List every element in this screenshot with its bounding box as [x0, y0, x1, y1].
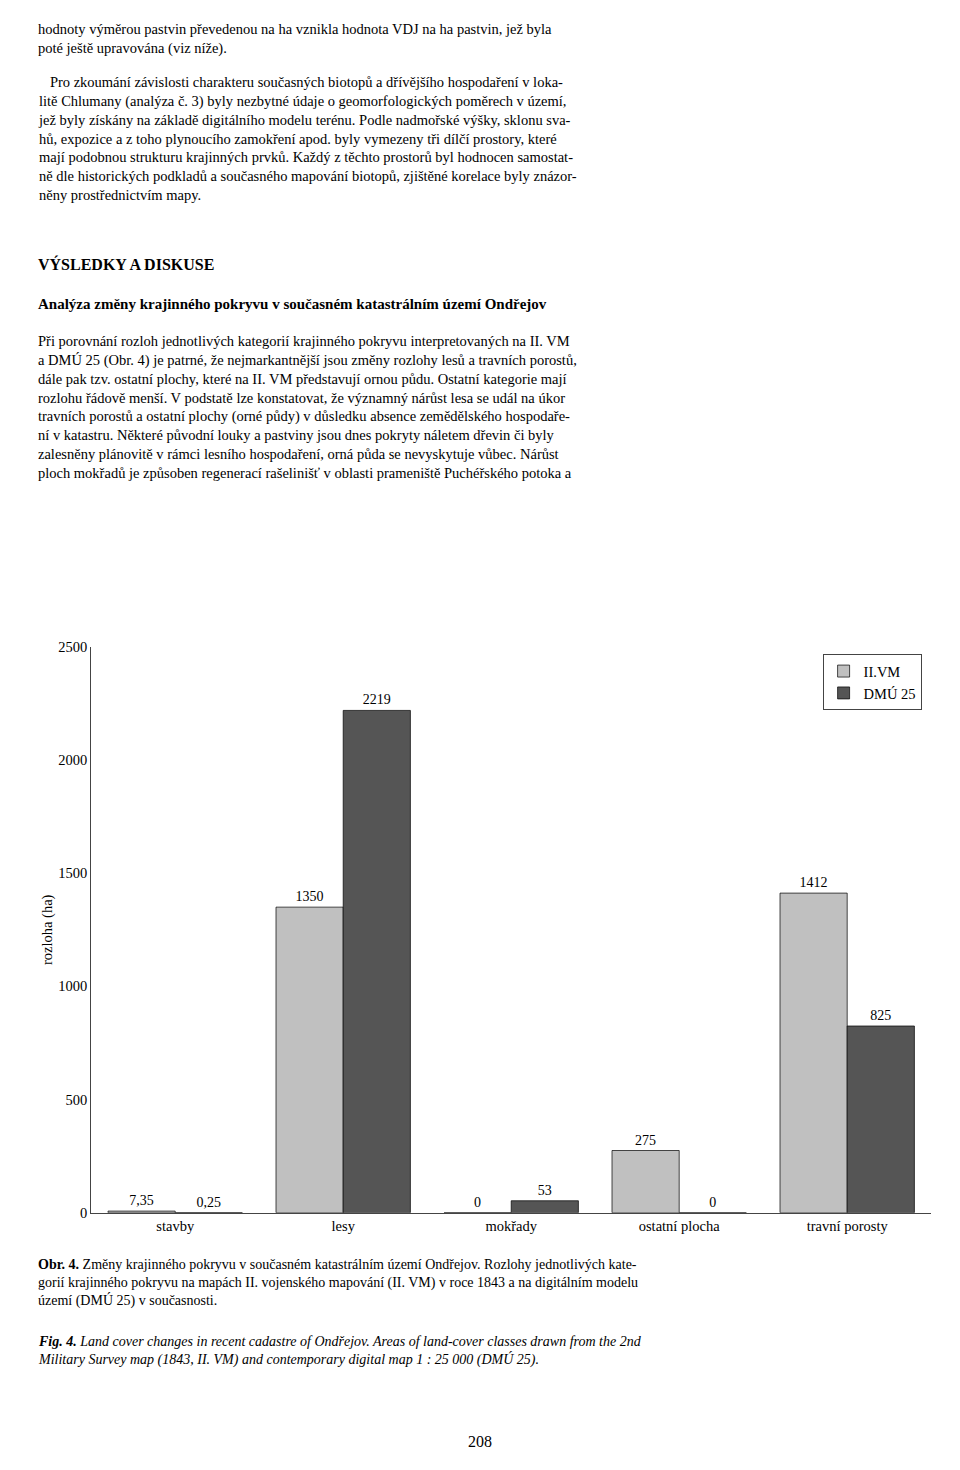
- svg-text:Obr. 4. Změny krajinného pokry: Obr. 4. Změny krajinného pokryvu v souča…: [38, 1257, 638, 1309]
- svg-text:stavby: stavby: [156, 1218, 195, 1234]
- svg-text:travní porosty: travní porosty: [807, 1218, 889, 1234]
- svg-text:0: 0: [474, 1195, 481, 1210]
- svg-text:1500: 1500: [58, 865, 87, 881]
- svg-text:hodnoty výměrou pastvin převed: hodnoty výměrou pastvin převedenou na ha…: [38, 21, 552, 57]
- svg-text:0: 0: [80, 1205, 87, 1221]
- svg-text:1350: 1350: [296, 889, 324, 904]
- svg-text:0,25: 0,25: [197, 1195, 222, 1210]
- svg-text:208: 208: [468, 1433, 492, 1450]
- svg-text:II.VM: II.VM: [864, 664, 901, 680]
- svg-text:Analýza změny krajinného pokry: Analýza změny krajinného pokryvu v souča…: [38, 296, 547, 312]
- svg-text:275: 275: [635, 1133, 656, 1148]
- svg-text:Fig. 4. Land cover changes in: Fig. 4. Land cover changes in recent cad…: [38, 1334, 642, 1368]
- svg-text:2000: 2000: [58, 752, 87, 768]
- svg-text:0: 0: [709, 1195, 716, 1210]
- svg-text:1412: 1412: [800, 875, 828, 890]
- svg-text:2500: 2500: [58, 639, 87, 655]
- svg-text:VÝSLEDKY A DISKUSE: VÝSLEDKY A DISKUSE: [38, 255, 214, 273]
- svg-text:Pro zkoumání závislosti charak: Pro zkoumání závislosti charakteru souča…: [38, 74, 577, 203]
- svg-text:1000: 1000: [58, 978, 87, 994]
- svg-text:ostatní plocha: ostatní plocha: [639, 1218, 721, 1234]
- svg-text:DMÚ 25: DMÚ 25: [864, 686, 916, 702]
- svg-text:mokřady: mokřady: [485, 1218, 537, 1234]
- svg-text:Při porovnání rozloh jednotliv: Při porovnání rozloh jednotlivých katego…: [38, 333, 577, 481]
- svg-text:825: 825: [870, 1008, 891, 1023]
- svg-text:53: 53: [538, 1183, 552, 1198]
- svg-text:7,35: 7,35: [129, 1193, 154, 1208]
- svg-text:rozloha (ha): rozloha (ha): [39, 894, 56, 965]
- svg-text:2219: 2219: [363, 692, 391, 707]
- svg-text:lesy: lesy: [332, 1218, 356, 1234]
- svg-text:500: 500: [66, 1092, 88, 1108]
